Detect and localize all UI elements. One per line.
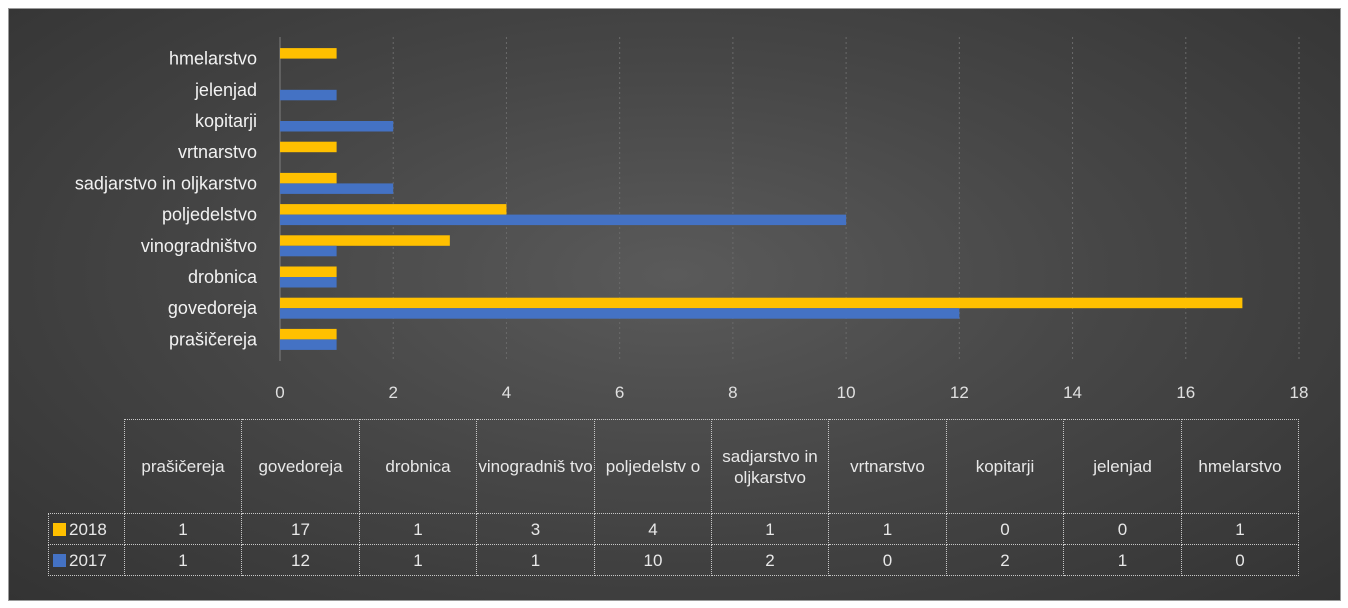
x-tick-label: 2 [388, 383, 397, 402]
table-cell: 0 [828, 544, 947, 576]
bar-2017 [280, 339, 337, 350]
series-name: 2018 [69, 519, 107, 539]
table-header-cell: vinogradniš tvo [476, 419, 595, 514]
table-cell: 1 [124, 513, 242, 545]
table-row-2018: 2018 1 17 1 3 4 1 1 0 0 1 [48, 513, 1299, 545]
category-label: drobnica [188, 267, 258, 287]
bar-2017 [280, 308, 960, 319]
table-corner [48, 419, 125, 514]
table-cell: 4 [594, 513, 712, 545]
bars [280, 48, 1243, 350]
table-cell: 1 [1063, 544, 1182, 576]
category-labels: prašičereja govedoreja drobnica vinogradniš… [75, 49, 258, 350]
x-tick-label: 18 [1290, 383, 1309, 402]
data-table: prašičereja govedoreja drobnica vinograd… [48, 419, 1299, 576]
table-cell: 1 [711, 513, 829, 545]
bar-chart: prašičereja govedoreja drobnica vinogradniš… [75, 37, 1308, 402]
table-cell: 0 [1063, 513, 1182, 545]
series-name: 2017 [69, 550, 107, 570]
bar-2017 [280, 183, 394, 194]
bar-2018 [280, 235, 450, 246]
chart-area: prašičereja govedoreja drobnica vinogradniš… [8, 8, 1341, 601]
category-label: sadjarstvo in oljkarstvo [75, 173, 257, 193]
table-header-cell: hmelarstvo [1181, 419, 1299, 514]
legend-entry-2017: 2017 [48, 544, 125, 576]
x-tick-label: 8 [728, 383, 737, 402]
table-header-cell: sadjarstvo in oljkarstvo [711, 419, 829, 514]
table-header-cell: kopitarji [946, 419, 1064, 514]
bar-2017 [280, 277, 337, 288]
table-cell: 1 [359, 513, 477, 545]
bar-2017 [280, 121, 394, 132]
table-cell: 1 [828, 513, 947, 545]
category-label: kopitarji [195, 111, 257, 131]
category-label: govedoreja [168, 298, 258, 318]
table-cell: 10 [594, 544, 712, 576]
table-cell: 3 [476, 513, 595, 545]
bar-2018 [280, 172, 337, 184]
table-header-cell: vrtnarstvo [828, 419, 947, 514]
category-label: jelenjad [194, 80, 257, 100]
x-axis-tick-labels: 0 2 4 6 8 10 12 14 16 18 [275, 383, 1308, 402]
table-cell: 0 [1181, 544, 1299, 576]
bar-2017 [280, 245, 337, 257]
x-tick-label: 6 [615, 383, 624, 402]
bar-2017 [280, 89, 337, 101]
table-cell: 12 [241, 544, 360, 576]
table-cell: 2 [946, 544, 1064, 576]
x-tick-label: 14 [1063, 383, 1082, 402]
bar-2017 [280, 214, 847, 226]
table-cell: 2 [711, 544, 829, 576]
bar-2018 [280, 141, 337, 153]
category-label: prašičereja [169, 329, 258, 349]
table-cell: 1 [359, 544, 477, 576]
category-label: vinogradništvo [141, 236, 257, 256]
bar-2018 [280, 328, 337, 340]
bar-2018 [280, 204, 507, 215]
table-row-2017: 2017 1 12 1 1 10 2 0 2 1 0 [48, 544, 1299, 576]
bar-2018 [280, 266, 337, 277]
table-cell: 1 [124, 544, 242, 576]
legend-entry-2018: 2018 [48, 513, 125, 545]
bar-2018 [280, 48, 337, 59]
bar-2018 [280, 297, 1243, 309]
table-header-row: prašičereja govedoreja drobnica vinograd… [48, 419, 1299, 514]
table-header-cell: jelenjad [1063, 419, 1182, 514]
table-header-cell: govedoreja [241, 419, 360, 514]
category-label: poljedelstvo [162, 205, 257, 225]
category-label: hmelarstvo [169, 49, 257, 69]
x-tick-label: 10 [837, 383, 856, 402]
table-header-cell: prašičereja [124, 419, 242, 514]
table-cell: 1 [1181, 513, 1299, 545]
table-cell: 1 [476, 544, 595, 576]
legend-swatch-2018 [53, 522, 66, 536]
table-header-cell: poljedelstv o [594, 419, 712, 514]
x-tick-label: 4 [502, 383, 511, 402]
table-cell: 0 [946, 513, 1064, 545]
category-label: vrtnarstvo [178, 142, 257, 162]
x-tick-label: 0 [275, 383, 284, 402]
legend-swatch-2017 [53, 553, 66, 567]
table-cell: 17 [241, 513, 360, 545]
table-header-cell: drobnica [359, 419, 477, 514]
x-tick-label: 16 [1176, 383, 1195, 402]
x-tick-label: 12 [950, 383, 969, 402]
